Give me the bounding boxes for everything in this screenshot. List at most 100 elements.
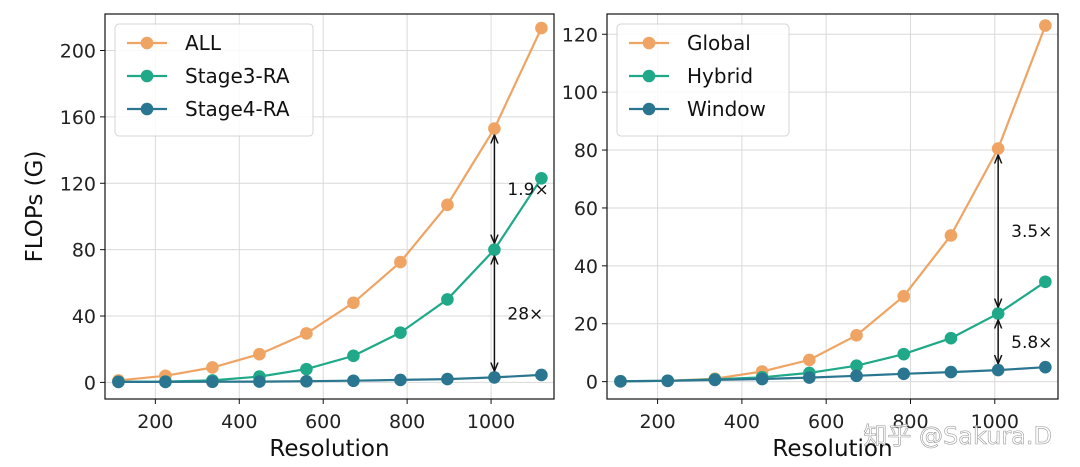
legend: Global Hybrid Window — [616, 23, 790, 137]
data-point — [206, 375, 219, 389]
data-point — [441, 293, 454, 306]
legend-label: Global — [687, 31, 751, 55]
y-axis-label: FLOPs (G) — [22, 151, 48, 263]
legend-item: ALL — [127, 31, 222, 55]
legend-marker — [642, 102, 656, 116]
data-point — [253, 347, 266, 361]
y-tick-label: 200 — [60, 41, 96, 63]
legend-label: Hybrid — [687, 64, 753, 88]
legend-item: Stage3-RA — [127, 64, 290, 88]
data-point — [347, 374, 360, 388]
x-tick-label: 1000 — [971, 411, 1019, 433]
annotation-label: 1.9× — [507, 180, 548, 200]
y-tick-label: 0 — [586, 372, 598, 394]
data-point — [488, 122, 501, 135]
y-tick-label: 80 — [72, 240, 96, 262]
legend-label: ALL — [185, 31, 222, 55]
data-point — [394, 373, 407, 387]
y-tick-label: 60 — [574, 198, 598, 220]
data-point — [488, 243, 501, 256]
x-tick-label: 800 — [389, 411, 425, 433]
y-tick-label: 80 — [574, 140, 598, 162]
data-point — [300, 327, 313, 340]
y-tick-label: 100 — [562, 82, 598, 104]
series-line — [620, 366, 1046, 383]
y-tick-label: 0 — [84, 372, 96, 394]
data-point — [300, 362, 313, 376]
data-point — [991, 363, 1005, 377]
x-axis-label: Resolution — [269, 436, 389, 462]
y-tick-label: 120 — [60, 173, 96, 195]
annotation-label: 28× — [507, 305, 543, 325]
data-point — [1039, 19, 1052, 32]
axes-frame — [606, 13, 1059, 400]
y-tick-label: 160 — [60, 107, 96, 129]
x-tick-label: 400 — [221, 411, 257, 433]
data-point — [755, 372, 769, 386]
data-point — [1039, 360, 1052, 374]
data-point — [944, 331, 958, 345]
data-point — [850, 359, 863, 373]
data-point — [708, 373, 722, 387]
data-point — [441, 198, 454, 212]
data-point — [897, 367, 911, 381]
x-tick-label: 200 — [137, 411, 173, 433]
data-point — [944, 229, 958, 242]
data-point — [441, 372, 454, 386]
x-tick-label: 600 — [808, 411, 844, 433]
data-point — [535, 368, 548, 382]
series-line — [118, 373, 542, 383]
chart-right: 200 400 600 800 1000 0 20 40 60 80 100 120 Resolutio… — [562, 13, 1059, 462]
data-point — [112, 375, 125, 389]
legend-item: Window — [629, 97, 766, 121]
legend-marker — [642, 36, 656, 50]
annotation-label: 5.8× — [1011, 333, 1052, 353]
legend-label: Stage3-RA — [185, 64, 290, 88]
data-point — [394, 255, 407, 269]
data-point — [535, 21, 548, 35]
legend-item: Global — [629, 31, 751, 55]
series-stage4-ra — [112, 368, 548, 389]
legend: ALL Stage3-RA Stage4-RA — [114, 23, 314, 137]
watermark: 知乎 @Sakura.D — [863, 422, 1052, 450]
legend-label: Stage4-RA — [185, 97, 290, 121]
data-point — [991, 142, 1005, 155]
x-tick-label: 800 — [892, 411, 928, 433]
legend-label: Window — [687, 97, 766, 121]
annotation-label: 3.5× — [1011, 222, 1052, 242]
data-point — [488, 371, 501, 384]
legend-marker — [642, 69, 656, 83]
legend-marker — [140, 69, 154, 83]
data-point — [253, 375, 266, 388]
data-point — [614, 375, 627, 388]
series-line — [118, 177, 543, 383]
y-tick-label: 120 — [562, 24, 598, 46]
x-tick-label: 1000 — [467, 411, 515, 433]
y-tick-label: 20 — [574, 314, 598, 336]
data-point — [206, 361, 219, 374]
series-line — [620, 280, 1047, 383]
data-point — [803, 371, 816, 384]
data-point — [535, 171, 548, 185]
x-tick-label: 400 — [724, 411, 760, 433]
data-point — [661, 374, 674, 388]
data-point — [159, 375, 172, 389]
legend-marker — [140, 36, 154, 50]
data-point — [897, 289, 911, 303]
y-tick-label: 40 — [574, 256, 598, 278]
data-point — [991, 307, 1005, 320]
series-stage3-ra — [112, 171, 548, 389]
chart-left: 200 400 600 800 1000 0 40 80 120 160 200 Resolution… — [22, 13, 555, 462]
x-axis-label: Resolution — [772, 436, 892, 462]
series-line — [118, 27, 543, 382]
data-point — [347, 349, 360, 363]
data-point — [347, 296, 360, 310]
data-point — [944, 365, 958, 379]
legend-item: Stage4-RA — [127, 97, 290, 121]
data-point — [850, 329, 863, 342]
legend-item: Hybrid — [629, 64, 753, 88]
data-point — [394, 326, 407, 339]
data-point — [897, 347, 911, 361]
y-tick-label: 40 — [72, 306, 96, 328]
